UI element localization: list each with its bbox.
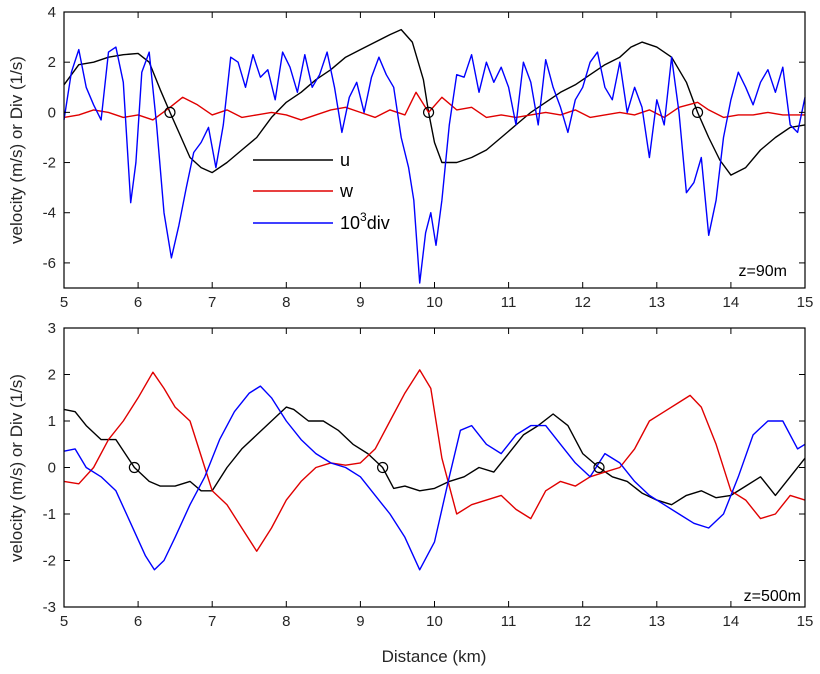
x-tick-label-1-10: 10 [426,613,443,630]
zero-marker-1-0 [128,461,140,474]
y-tick-label-1--3: -3 [43,599,56,616]
x-tick-label-0-5: 5 [60,294,68,311]
series-line-1-1 [63,369,806,552]
plot-box-top [64,12,805,288]
x-tick-label-1-6: 6 [134,613,142,630]
y-tick-label-1-1: 1 [48,413,56,430]
x-tick-label-1-11: 11 [501,613,517,630]
legend-label-div-rest: div [367,213,390,233]
series-group-top [63,28,806,284]
series-group-bottom [63,369,806,571]
legend-label-w: w [339,181,354,201]
x-tick-label-0-15: 15 [797,294,814,311]
y-tick-label-1-3: 3 [48,320,56,337]
x-tick-label-1-12: 12 [574,613,591,630]
x-tick-label-0-6: 6 [134,294,142,311]
y-tick-label-1--2: -2 [43,553,56,570]
x-tick-label-0-13: 13 [648,294,665,311]
zero-marker-1-1 [377,461,389,474]
y-tick-label-1--1: -1 [43,506,56,523]
x-tick-label-0-14: 14 [723,294,740,311]
legend-label-u: u [340,150,350,170]
x-tick-label-0-7: 7 [208,294,216,311]
legend-label-div: 103div [340,210,390,233]
x-tick-label-0-8: 8 [282,294,290,311]
panel-annotation-bottom: z=500m [744,588,801,605]
axes-frame-top [63,11,806,289]
series-line-1-0 [63,406,806,506]
x-tick-label-1-8: 8 [282,613,290,630]
x-tick-label-1-5: 5 [60,613,68,630]
y-tick-label-0-0: 0 [48,104,56,121]
y-axis-title-bottom: velocity (m/s) or Div (1/s) [7,374,26,562]
x-tick-label-1-7: 7 [208,613,216,630]
x-tick-label-1-9: 9 [356,613,364,630]
series-line-0-1 [63,91,805,121]
panel-annotation-top: z=90m [739,263,787,280]
x-tick-label-1-13: 13 [648,613,665,630]
series-line-0-2 [63,46,806,284]
zero-marker-0-1 [422,106,435,118]
y-tick-label-0-2: 2 [48,54,56,71]
zero-marker-1-2 [593,461,605,474]
legend-label-div-base: 10 [340,213,360,233]
y-axis-title-top: velocity (m/s) or Div (1/s) [7,56,26,244]
x-tick-label-1-14: 14 [723,613,740,630]
series-line-1-2 [63,385,806,571]
legend: u w 103div [253,150,390,233]
x-tick-label-0-12: 12 [574,294,591,311]
axes-frame-bottom [63,327,806,608]
legend-label-div-sup: 3 [360,210,367,224]
x-axis-title: Distance (km) [382,647,487,666]
x-tick-label-0-10: 10 [426,294,443,311]
zero-marker-0-0 [164,106,176,118]
zero-marker-0-2 [691,106,704,118]
y-tick-label-1-2: 2 [48,367,56,384]
ticks-top: 5 6 7 8 9 10 11 12 13 14 15 -6 -4 -2 0 2 4 [43,4,814,311]
x-tick-label-1-15: 15 [797,613,814,630]
y-tick-label-0-4: 4 [48,4,56,21]
x-tick-label-0-9: 9 [356,294,364,311]
y-tick-label-0--4: -4 [43,205,56,222]
y-tick-label-1-0: 0 [48,460,56,477]
plot-box-bottom [64,328,805,607]
y-tick-label-0--2: -2 [43,155,56,172]
x-tick-label-0-11: 11 [501,294,517,311]
y-tick-label-0--6: -6 [43,255,56,272]
